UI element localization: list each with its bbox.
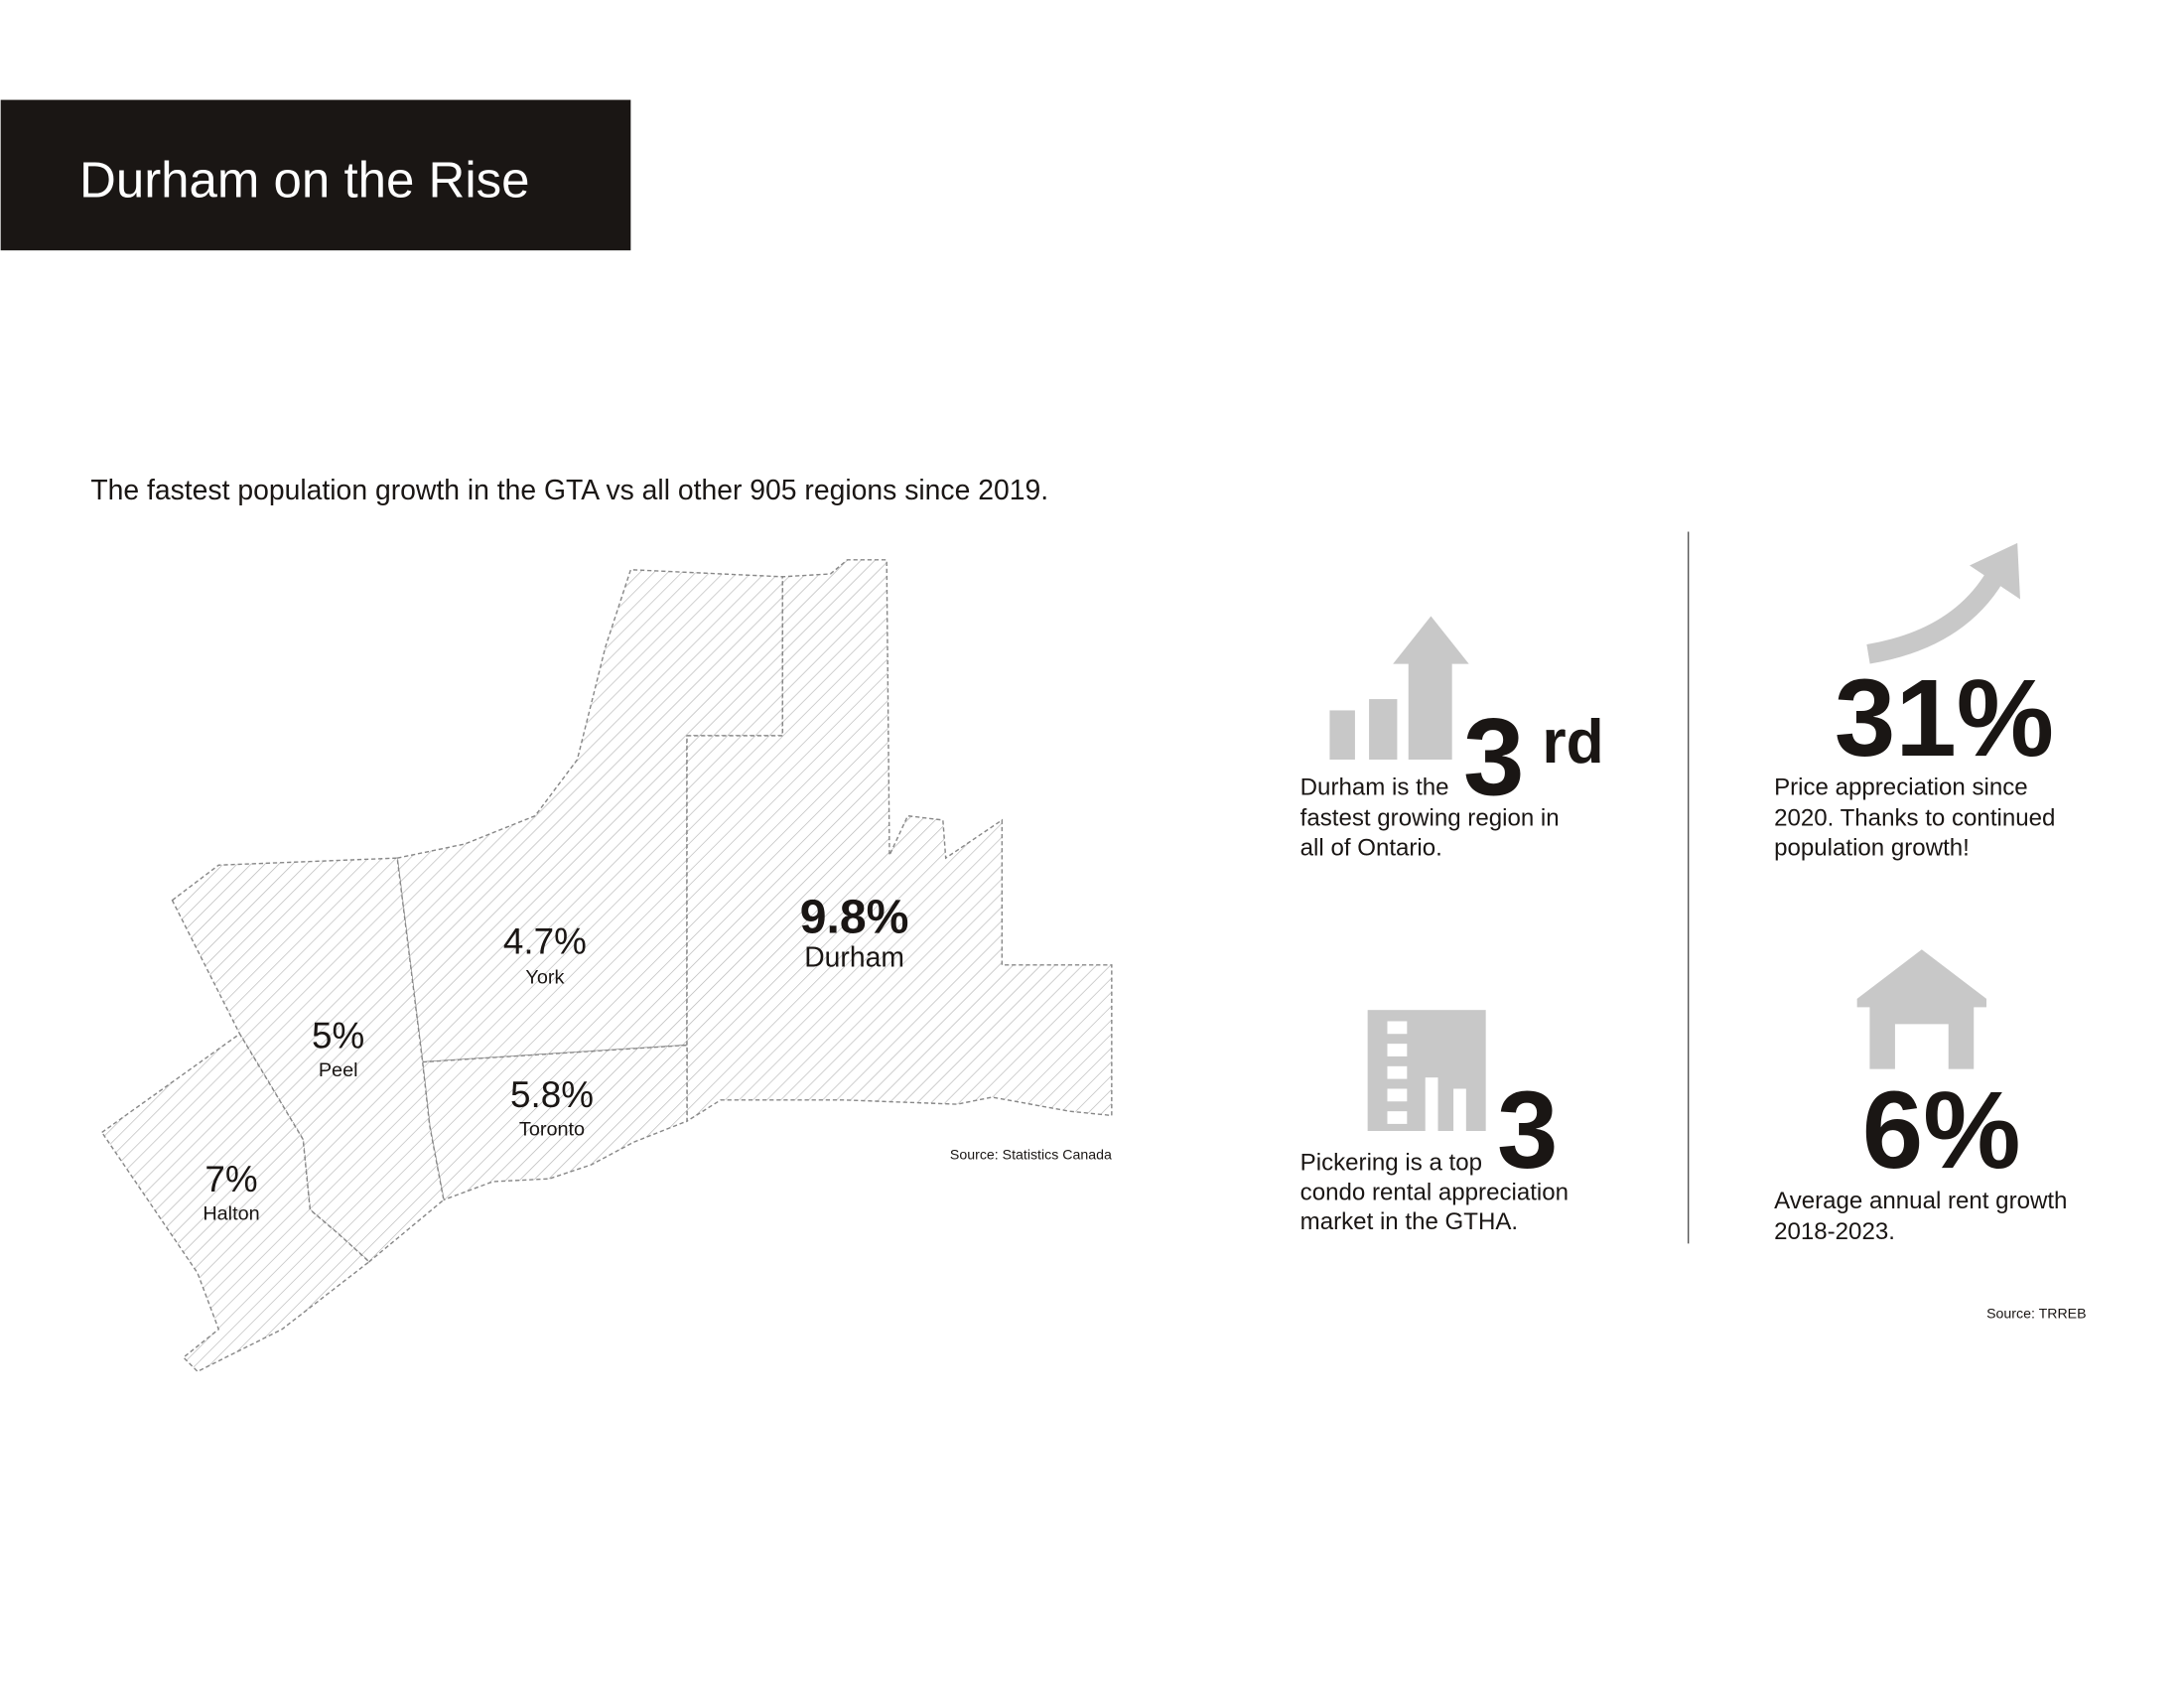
stat-value: 31% [1835,657,2054,779]
region-value: 5.8% [510,1074,594,1115]
stat-growth-icon [1329,616,1469,760]
stat-text: Price appreciation since [1774,774,2028,800]
stat-value: 3 [1463,696,1524,818]
stat-text: condo rental appreciation [1300,1179,1569,1205]
stat-text: 2020. Thanks to continued [1774,805,2055,832]
region-label: Durham [804,941,904,973]
region-durham [686,559,1113,1123]
stat-value: 3 [1497,1069,1558,1192]
stat-text: all of Ontario. [1300,834,1442,861]
region-value: 9.8% [800,890,909,943]
header-bar [0,99,631,251]
region-peel [171,857,445,1263]
header-title: Durham on the Rise [79,151,530,208]
stat-text: Durham is the [1300,774,1449,800]
stat-text: population growth! [1774,834,1970,861]
region-value: 5% [312,1015,364,1055]
stat-text: Pickering is a top [1300,1150,1482,1177]
region-halton [100,1033,370,1373]
region-label: Toronto [519,1118,585,1140]
stat-arrow-icon [1866,542,2020,664]
stat-text: 2018-2023. [1774,1218,1895,1245]
stats-source: Source: TRREB [1986,1306,2086,1322]
stat-text: fastest growing region in [1300,805,1560,832]
region-value: 7% [205,1159,257,1199]
subtitle: The fastest population growth in the GTA… [90,475,1048,506]
region-label: Peel [319,1059,358,1081]
region-label: York [525,966,564,988]
stat-text: Average annual rent growth [1774,1188,2067,1214]
region-value: 4.7% [503,921,587,962]
stat-building-icon [1367,1010,1486,1131]
stat-text: market in the GTHA. [1300,1208,1518,1235]
region-toronto [421,1044,688,1201]
map-source: Source: Statistics Canada [950,1147,1112,1163]
region-label: Halton [203,1202,259,1224]
stat-value: 6% [1862,1069,2021,1192]
map: 9.8% Durham 4.7% York 5.8% Toronto 5% Pe… [100,559,1113,1373]
stat-house-icon [1856,949,1986,1069]
stat-suffix: rd [1542,708,1603,776]
